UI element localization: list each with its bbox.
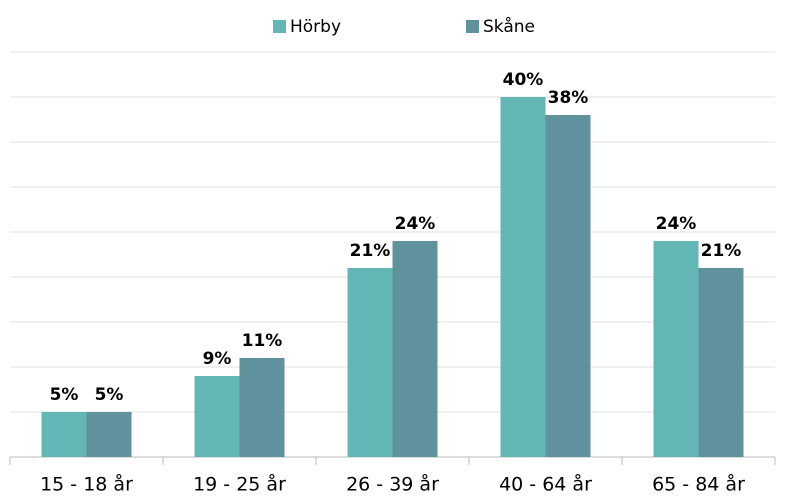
bar [653,241,699,457]
legend-swatch [273,20,286,33]
data-label: 21% [701,241,742,261]
data-label: 24% [656,214,697,234]
x-tick-label: 15 - 18 år [40,473,133,496]
data-label: 11% [242,331,283,351]
bar [500,97,546,457]
bar [86,412,132,457]
bar [347,268,393,457]
legend-label: Hörby [290,17,341,37]
data-label: 40% [503,70,544,90]
bar [392,241,438,457]
data-label: 24% [395,214,436,234]
legend-swatch [466,20,479,33]
bar [239,358,285,457]
data-label: 9% [203,349,232,369]
legend-label: Skåne [483,16,535,37]
data-label: 5% [50,385,79,405]
x-tick-label: 19 - 25 år [193,473,286,496]
x-tick-label: 26 - 39 år [346,473,439,496]
bar [698,268,744,457]
bar [41,412,87,457]
bar [194,376,240,457]
data-label: 21% [350,241,391,261]
x-tick-label: 40 - 64 år [499,473,592,496]
bar [545,115,591,457]
data-label: 38% [548,88,589,108]
x-tick-label: 65 - 84 år [652,473,745,496]
data-label: 5% [95,385,124,405]
